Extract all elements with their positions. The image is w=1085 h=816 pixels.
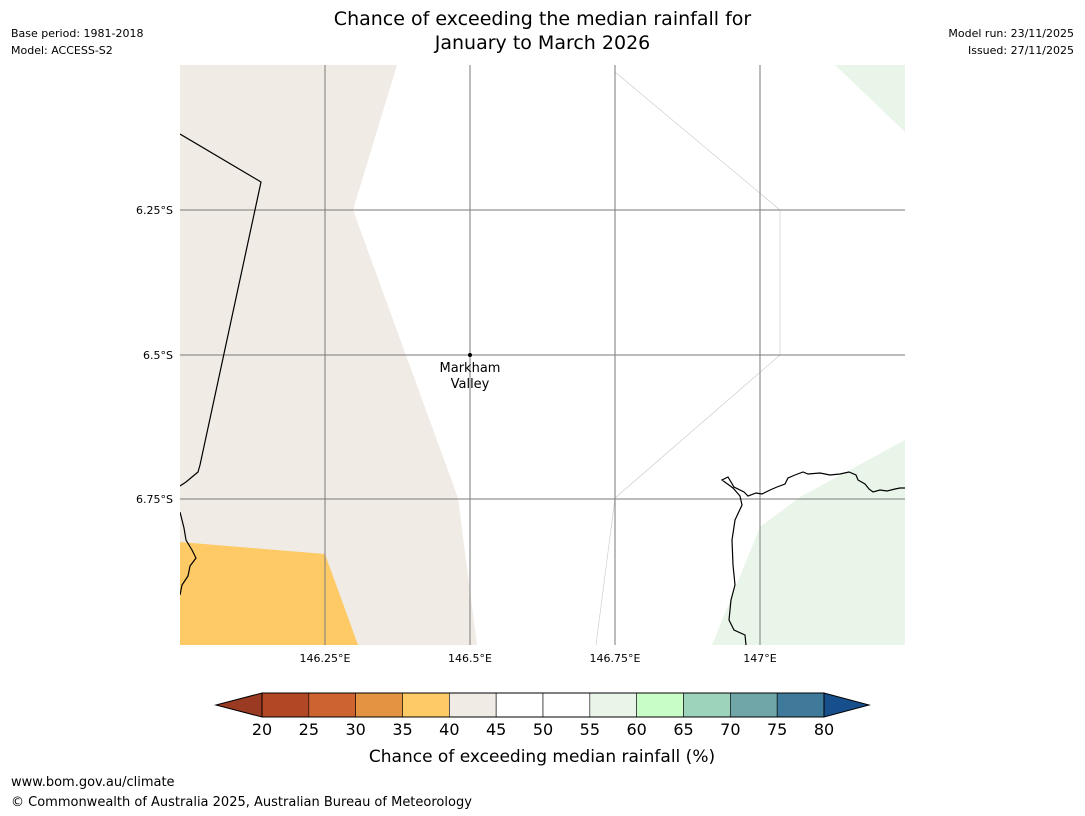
- colorbar-tick-35: 35: [392, 720, 412, 739]
- colorbar-tick-75: 75: [767, 720, 787, 739]
- lat-labels: 6.25°S 6.5°S 6.75°S: [136, 204, 173, 506]
- colorbar-bin-20-25: [261, 692, 310, 718]
- colorbar-tick-30: 30: [345, 720, 365, 739]
- lat-label-6-25: 6.25°S: [136, 204, 173, 217]
- place-label-line2: Valley: [451, 377, 490, 392]
- colorbar-bin-30-35: [355, 692, 403, 718]
- colorbar-bin-55-60: [589, 692, 637, 718]
- lon-label-147: 147°E: [743, 652, 776, 665]
- colorbar-extend-below: [214, 692, 263, 718]
- lon-label-146-75: 146.75°E: [590, 652, 641, 665]
- colorbar-bin-70-75: [730, 692, 778, 718]
- lat-label-6-75: 6.75°S: [136, 493, 173, 506]
- colorbar-tick-65: 65: [673, 720, 693, 739]
- colorbar-bin-75-80: [776, 692, 825, 718]
- lon-label-146-5: 146.5°E: [448, 652, 492, 665]
- colorbar-tick-55: 55: [580, 720, 600, 739]
- colorbar-tick-50: 50: [533, 720, 553, 739]
- colorbar-bin-25-30: [308, 692, 356, 718]
- region-35-40: [180, 542, 358, 645]
- lon-label-146-25: 146.25°E: [300, 652, 351, 665]
- colorbar-bin-45-50: [495, 692, 544, 718]
- base-period-text: Base period: 1981-2018: [11, 27, 144, 40]
- map-title-line1: Chance of exceeding the median rainfall …: [333, 8, 752, 30]
- colorbar-tick-40: 40: [439, 720, 459, 739]
- model-text: Model: ACCESS-S2: [11, 44, 113, 57]
- border-line: [180, 133, 262, 487]
- footer-copyright: © Commonwealth of Australia 2025, Austra…: [11, 795, 472, 810]
- colorbar-bin-40-45: [449, 692, 497, 718]
- colorbar-bin-65-70: [683, 692, 731, 718]
- map-area: Markham Valley: [180, 65, 905, 645]
- markham-valley-marker: [468, 353, 472, 357]
- lon-labels: 146.25°E 146.5°E 146.75°E 147°E: [300, 652, 777, 665]
- lat-label-6-5: 6.5°S: [143, 349, 173, 362]
- coastline-east: [720, 471, 905, 645]
- header-meta-left: Base period: 1981-2018 Model: ACCESS-S2: [11, 25, 143, 59]
- colorbar-tick-70: 70: [720, 720, 740, 739]
- coastline-west: [180, 511, 197, 596]
- place-label-line1: Markham: [440, 361, 501, 376]
- colorbar-extend-above: [823, 692, 871, 718]
- model-run-text: Model run: 23/11/2025: [948, 27, 1074, 40]
- map-title-line2: January to March 2026: [434, 32, 651, 54]
- issued-text: Issued: 27/11/2025: [967, 44, 1074, 57]
- footer-url: www.bom.gov.au/climate: [11, 775, 175, 790]
- header-meta-right: Model run: 23/11/2025 Issued: 27/11/2025: [948, 25, 1074, 59]
- colorbar-tick-25: 25: [299, 720, 319, 739]
- colorbar: 20 25 30 35 40 45 50 55 60 65 70 75 80 Chance of exc…: [214, 692, 871, 767]
- colorbar-bin-60-65: [636, 692, 684, 718]
- colorbar-tick-45: 45: [486, 720, 506, 739]
- colorbar-bin-35-40: [402, 692, 450, 718]
- colorbar-outline: [261, 692, 825, 718]
- colorbar-tick-20: 20: [252, 720, 272, 739]
- colorbar-tick-80: 80: [814, 720, 834, 739]
- map-title: Chance of exceeding the median rainfall …: [0, 7, 1085, 55]
- region-55-60-north: [835, 65, 905, 132]
- colorbar-bin-50-55: [542, 692, 591, 718]
- coastline: [180, 133, 905, 645]
- colorbar-tick-60: 60: [626, 720, 646, 739]
- gridlines: [180, 65, 905, 645]
- colorbar-label: Chance of exceeding median rainfall (%): [369, 747, 715, 767]
